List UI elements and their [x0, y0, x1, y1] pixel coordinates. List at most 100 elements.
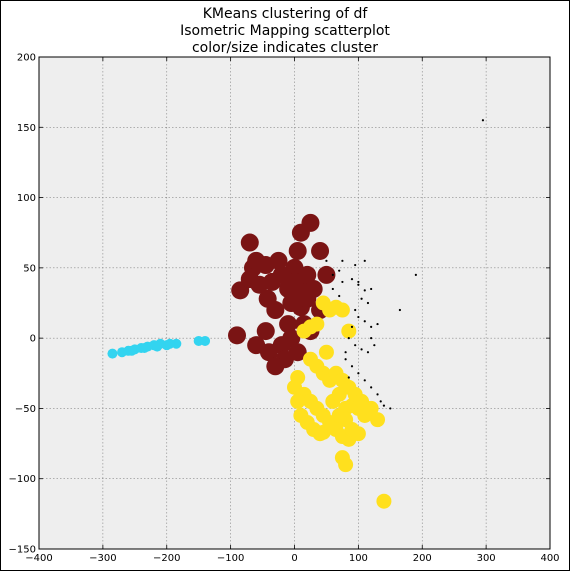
data-point [366, 301, 370, 305]
data-point [338, 269, 341, 272]
data-point [379, 400, 382, 403]
data-point [376, 393, 379, 396]
data-point [293, 286, 312, 305]
data-point [360, 348, 363, 351]
data-point [350, 278, 354, 281]
data-point [363, 320, 366, 323]
data-point [357, 280, 360, 284]
data-point [312, 426, 328, 442]
data-point [325, 259, 328, 262]
data-point [414, 273, 417, 276]
x-tick-label: 400 [540, 553, 559, 564]
data-point [370, 412, 386, 428]
axis-ticks: −400 −300 −200 −100 0 100 200 300 400 −150 −100 −50… [9, 53, 560, 565]
data-point [228, 326, 247, 345]
data-point [347, 376, 350, 379]
data-point [370, 325, 373, 328]
y-tick-label: −150 [9, 545, 36, 556]
data-point [269, 251, 288, 270]
data-point [338, 457, 354, 473]
x-tick-label: 200 [413, 553, 432, 564]
x-tick-label: 0 [291, 553, 297, 564]
x-tick-label: −400 [25, 553, 52, 564]
data-point [350, 325, 354, 328]
data-point [382, 404, 386, 407]
data-point [341, 259, 344, 262]
data-point [338, 412, 354, 428]
chart-title-line: color/size indicates cluster [191, 40, 379, 56]
x-tick-label: 300 [477, 553, 496, 564]
y-tick-label: −50 [15, 404, 36, 415]
data-point [331, 287, 334, 291]
data-point [290, 393, 306, 409]
data-point [317, 265, 336, 284]
data-point [350, 426, 366, 442]
data-point [354, 263, 357, 267]
data-point [338, 294, 341, 298]
data-point [282, 329, 301, 348]
chart-title-line: Isometric Mapping scatterplot [180, 23, 390, 39]
data-point [266, 301, 285, 320]
data-point [398, 308, 401, 312]
data-point [347, 337, 350, 340]
data-point [296, 323, 312, 339]
data-point [107, 348, 118, 359]
data-point [366, 351, 370, 354]
data-point [285, 272, 304, 291]
x-tick-label: −200 [153, 553, 180, 564]
data-point [139, 342, 150, 353]
data-point [331, 386, 347, 402]
y-tick-label: 150 [17, 123, 36, 134]
data-point [341, 323, 357, 339]
data-point [363, 379, 366, 382]
data-point [256, 322, 275, 341]
data-point [363, 259, 366, 262]
chart-title: KMeans clustering of df Isometric Mappin… [1, 6, 569, 57]
data-point [334, 302, 350, 318]
data-point [354, 344, 357, 347]
data-point [370, 337, 373, 340]
data-point [311, 241, 330, 260]
y-tick-label: −100 [9, 474, 36, 485]
data-point [279, 315, 298, 334]
data-point [288, 241, 307, 260]
data-point [389, 407, 392, 410]
data-point [354, 393, 370, 409]
data-point [331, 273, 334, 276]
data-point [240, 233, 259, 252]
data-point [357, 372, 360, 375]
data-point [350, 365, 354, 368]
data-point [126, 345, 137, 356]
data-point [152, 341, 163, 352]
data-point [376, 322, 379, 326]
data-point [376, 493, 392, 509]
x-tick-label: −300 [89, 553, 116, 564]
data-point [266, 357, 285, 376]
data-points [107, 119, 485, 509]
data-point [344, 358, 347, 361]
data-point [318, 344, 334, 360]
y-tick-label: 50 [23, 263, 36, 274]
data-point [309, 358, 325, 374]
data-point [357, 283, 360, 286]
data-point [301, 213, 320, 232]
data-point [360, 297, 363, 300]
data-point [354, 308, 357, 312]
data-point [481, 119, 485, 122]
x-tick-label: 100 [349, 553, 368, 564]
data-point [373, 344, 376, 347]
data-point [363, 289, 366, 292]
data-point [200, 335, 211, 346]
data-point [344, 351, 347, 354]
y-tick-label: 100 [17, 193, 36, 204]
y-tick-label: 200 [17, 53, 36, 64]
data-point [341, 280, 344, 284]
data-point [357, 315, 360, 319]
y-tick-label: 0 [30, 334, 36, 345]
data-point [164, 338, 175, 349]
chart-title-line: KMeans clustering of df [202, 6, 368, 22]
data-point [370, 287, 373, 291]
data-point [370, 386, 373, 389]
x-tick-label: −100 [217, 553, 244, 564]
